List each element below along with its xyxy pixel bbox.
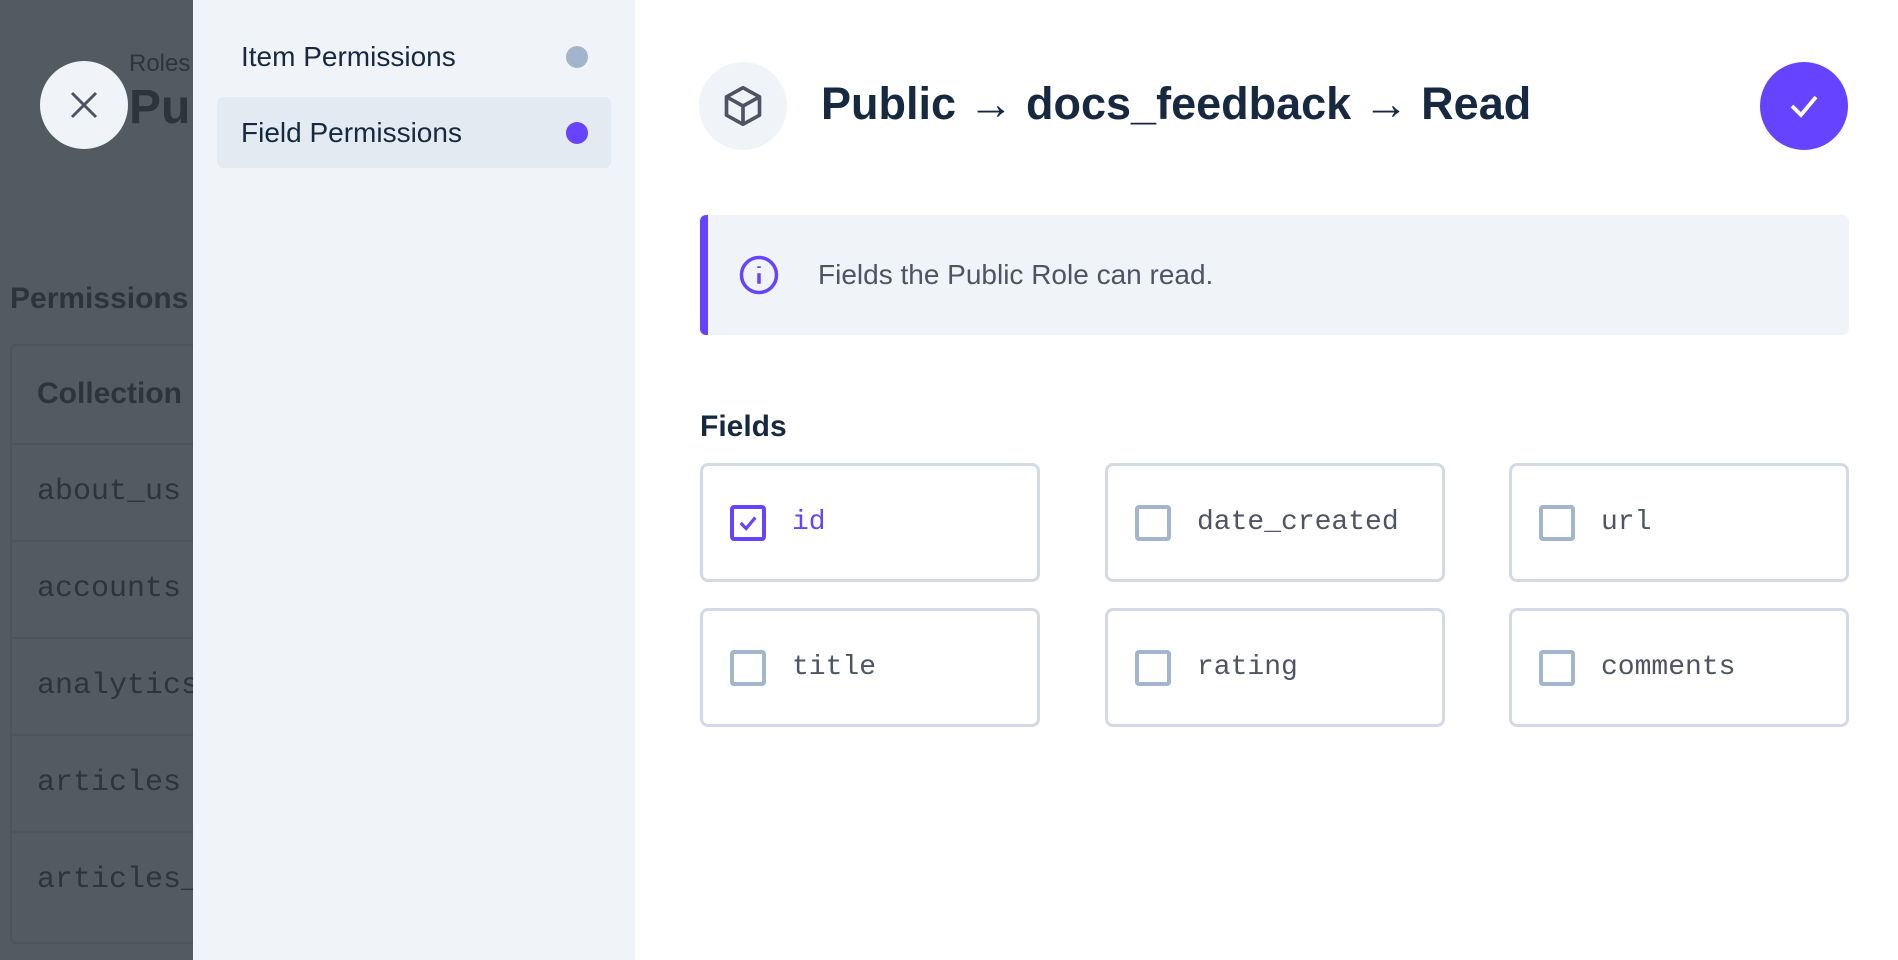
table-header-collection: Collection <box>37 377 183 410</box>
close-drawer-button[interactable] <box>40 61 128 149</box>
drawer-sidebar: Item Permissions Field Permissions <box>193 0 635 960</box>
field-name: date_created <box>1197 507 1399 538</box>
field-name: id <box>792 507 826 538</box>
field-checkbox-title[interactable]: title <box>700 608 1040 727</box>
header-icon <box>699 62 787 150</box>
checkbox-unchecked-icon[interactable] <box>1135 649 1171 686</box>
field-checkbox-id[interactable]: id <box>700 463 1040 582</box>
check-icon <box>1790 95 1818 118</box>
save-button[interactable] <box>1760 62 1848 150</box>
sidebar-item-label: Item Permissions <box>241 40 456 72</box>
section-title: Permissions <box>10 282 189 315</box>
field-checkbox-date-created[interactable]: date_created <box>1105 463 1445 582</box>
permissions-table <box>10 344 193 944</box>
field-checkbox-comments[interactable]: comments <box>1509 608 1849 727</box>
drawer-title: Public → docs_feedback → Read <box>821 78 1532 129</box>
field-name: comments <box>1601 652 1736 683</box>
status-dot <box>566 45 588 68</box>
dimmed-background-page: Roles Pu Permissions Collection about_us… <box>0 0 193 960</box>
box-icon <box>724 85 762 127</box>
info-icon <box>739 255 779 295</box>
sidebar-item-item-permissions[interactable]: Item Permissions <box>217 21 611 92</box>
table-row: accounts <box>10 540 193 637</box>
status-dot <box>566 121 588 144</box>
drawer-main: Public → docs_feedback → Read Fields the… <box>635 0 1898 960</box>
checkbox-unchecked-icon[interactable] <box>1135 504 1171 541</box>
field-name: url <box>1601 507 1652 538</box>
fields-label: Fields <box>700 410 787 443</box>
table-row: articles <box>10 734 193 831</box>
sidebar-item-label: Field Permissions <box>241 116 462 148</box>
field-checkbox-url[interactable]: url <box>1509 463 1849 582</box>
checkbox-unchecked-icon[interactable] <box>1539 504 1575 541</box>
breadcrumb: Roles <box>129 50 191 77</box>
table-row: analytics <box>10 637 193 734</box>
checkbox-checked-icon[interactable] <box>730 504 766 541</box>
info-notice: Fields the Public Role can read. <box>700 215 1849 335</box>
checkbox-unchecked-icon[interactable] <box>1539 649 1575 686</box>
table-row: about_us <box>10 443 193 540</box>
page-title: Pu <box>129 81 191 134</box>
table-row: articles_ <box>10 831 193 928</box>
field-checkbox-rating[interactable]: rating <box>1105 608 1445 727</box>
sidebar-item-field-permissions[interactable]: Field Permissions <box>217 97 611 168</box>
close-icon <box>70 91 98 119</box>
checkbox-unchecked-icon[interactable] <box>730 649 766 686</box>
notice-text: Fields the Public Role can read. <box>818 259 1214 290</box>
field-name: rating <box>1197 652 1298 683</box>
field-name: title <box>792 652 877 683</box>
